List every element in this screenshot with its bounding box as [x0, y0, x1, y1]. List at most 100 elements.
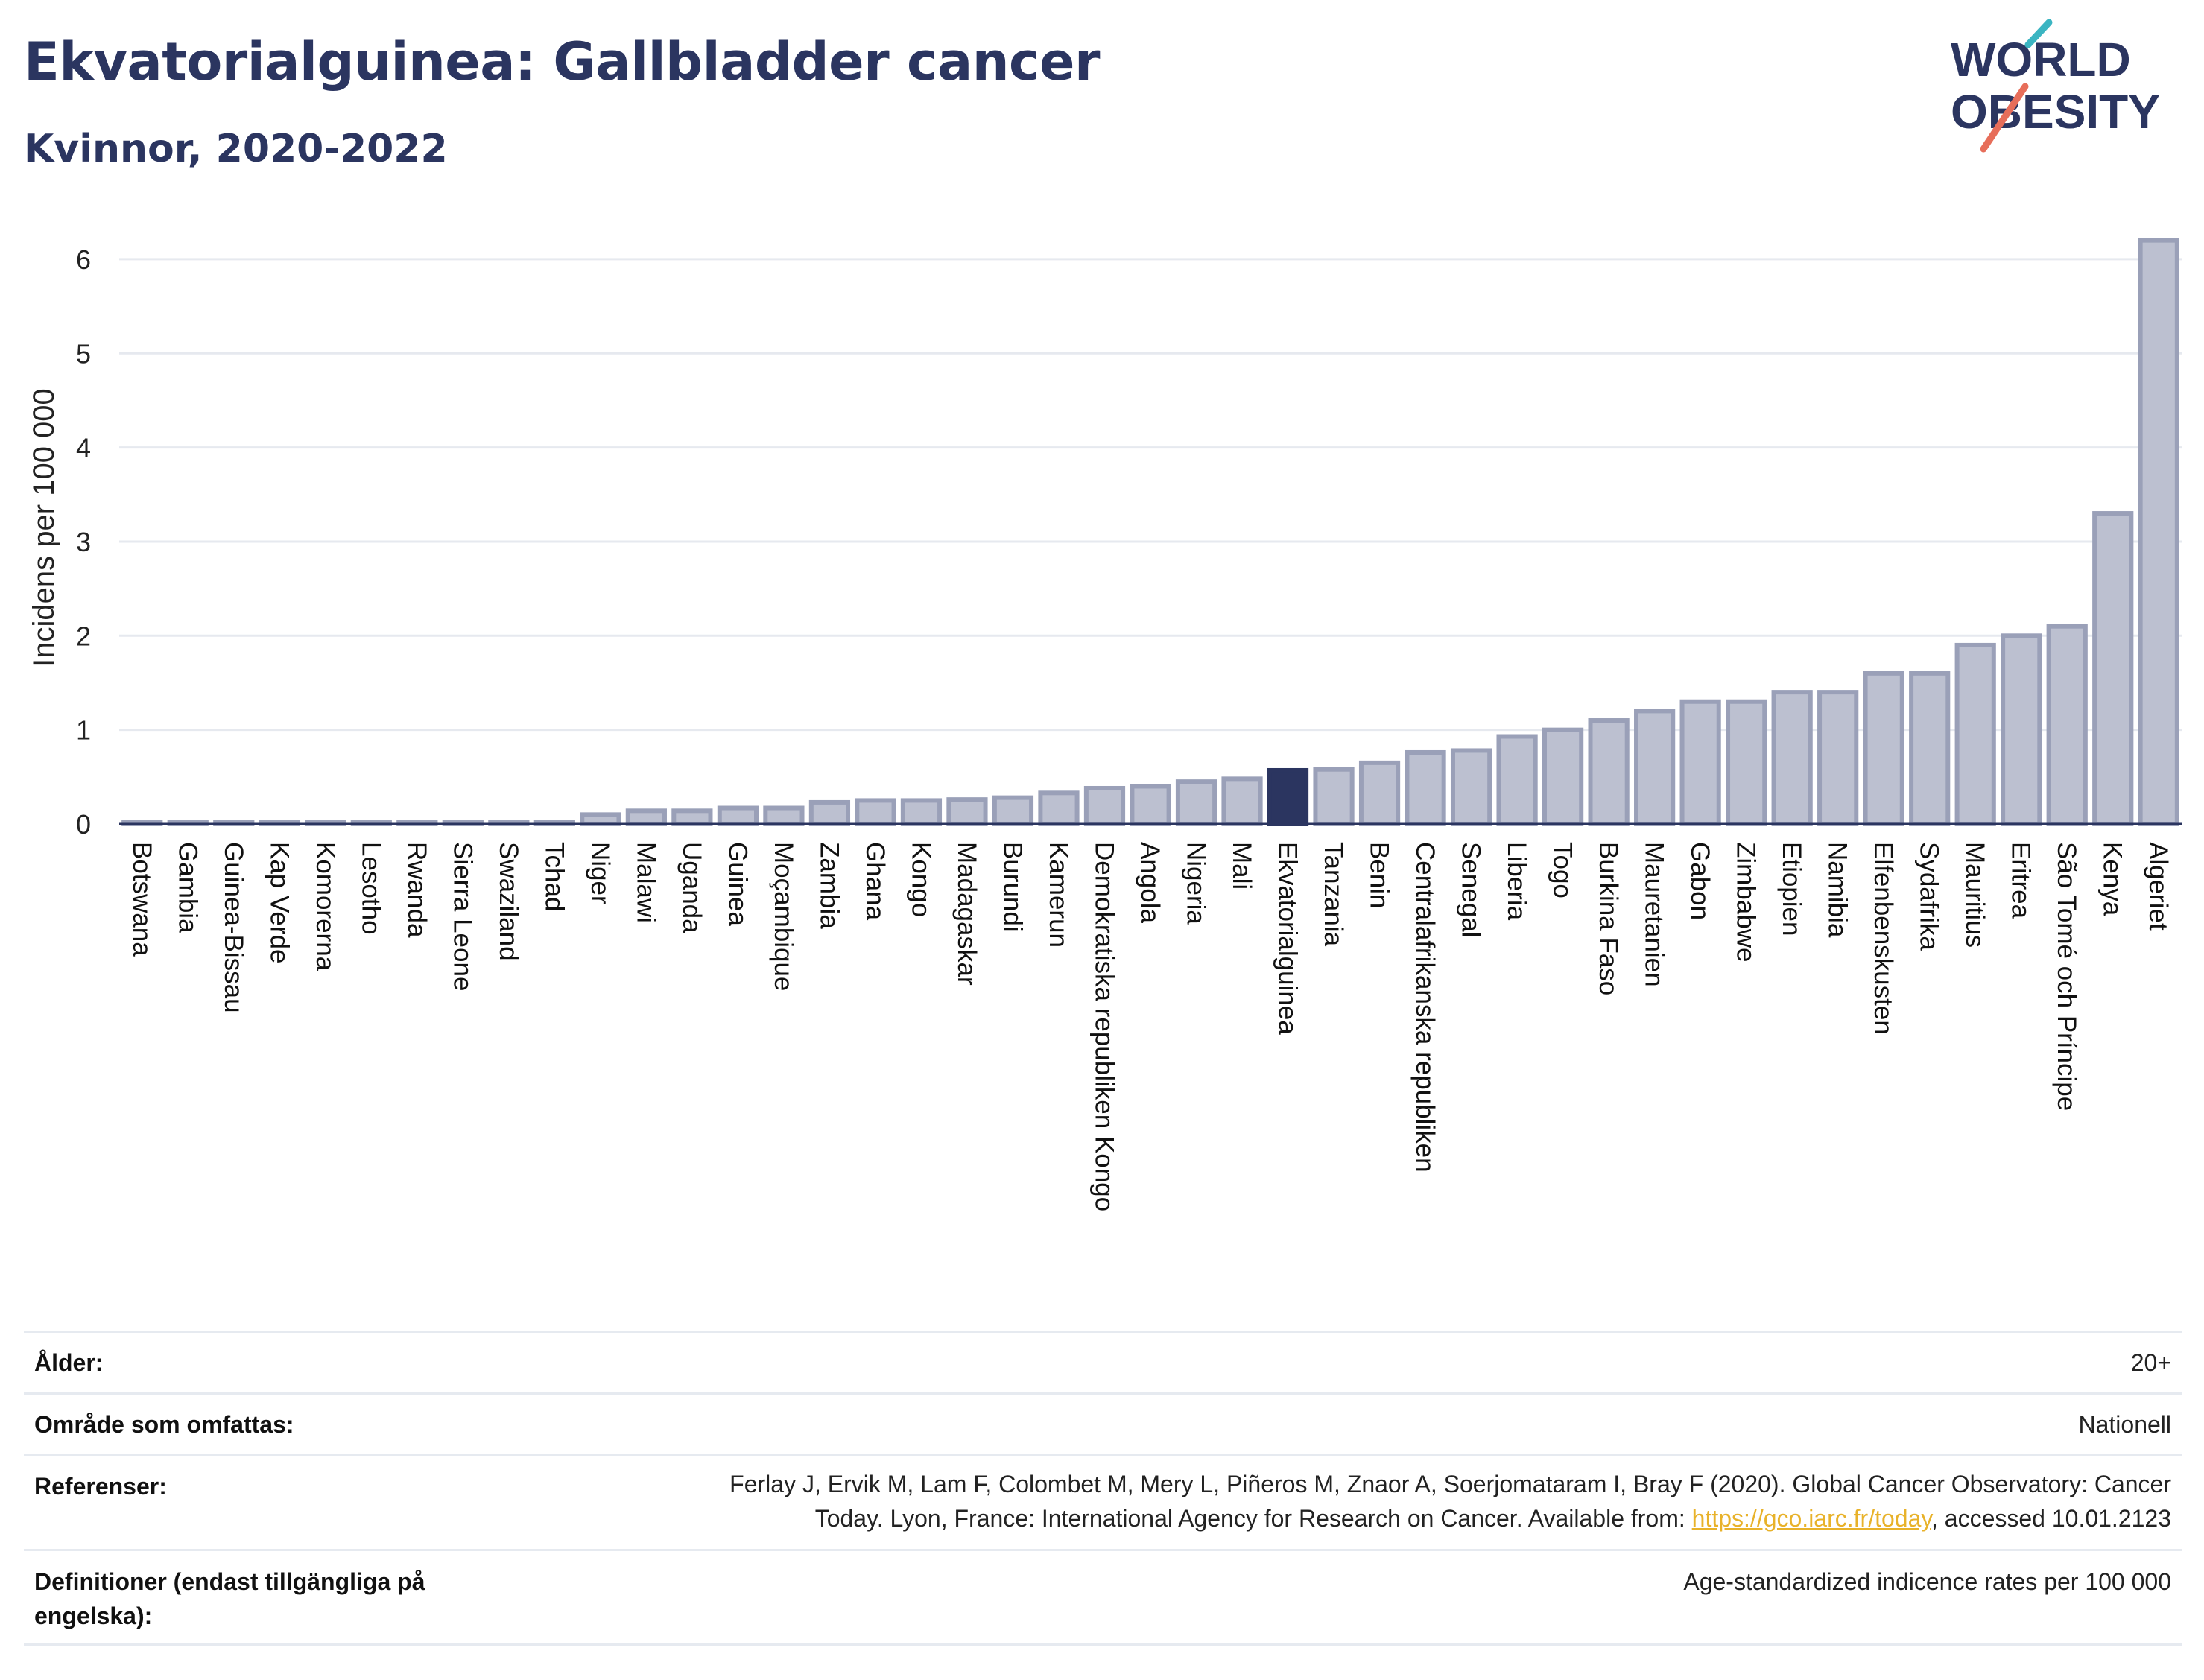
chart-subtitle: Kvinnor, 2020-2022 — [24, 127, 448, 171]
y-tick-label-5: 5 — [76, 338, 91, 369]
x-tick-label-15: Zambia — [814, 842, 843, 929]
bar-21 — [1083, 785, 1126, 827]
x-tick-label-28: Centralafrikanska republiken — [1410, 842, 1440, 1173]
x-tick-label-8: Swaziland — [494, 842, 523, 961]
bar-27 — [1358, 760, 1401, 826]
reference-line2-post: , accessed 10.01.2123 — [1931, 1505, 2171, 1532]
info-row-age: Ålder: 20+ — [24, 1331, 2182, 1392]
x-tick-label-36: Etiopien — [1777, 842, 1806, 936]
reference-link[interactable]: https://gco.iarc.fr/today — [1691, 1505, 1931, 1532]
info-value-age: 20+ — [2130, 1349, 2171, 1376]
x-tick-label-37: Namibia — [1823, 842, 1852, 938]
x-tick-label-25: Ekvatorialguinea — [1273, 842, 1302, 1035]
info-value-references: Ferlay J, Ervik M, Lam F, Colombet M, Me… — [729, 1467, 2171, 1535]
y-tick-label-2: 2 — [76, 621, 91, 651]
x-tick-label-20: Kamerun — [1044, 842, 1073, 948]
world-obesity-logo: WORLD OBESITY — [1951, 19, 2160, 153]
bar-17 — [900, 798, 943, 827]
x-tick-label-29: Senegal — [1457, 842, 1486, 937]
bar-30 — [1496, 734, 1538, 826]
bar-26 — [1313, 767, 1355, 826]
y-tick-label-4: 4 — [76, 433, 91, 463]
x-tick-label-9: Tchad — [539, 842, 569, 911]
info-row-area: Område som omfattas: Nationell — [24, 1392, 2182, 1454]
bar-15 — [808, 799, 851, 827]
info-row-definitions: Definitioner (endast tillgängliga på eng… — [24, 1549, 2182, 1646]
bar-18 — [946, 797, 988, 826]
logo-slash-teal — [2024, 19, 2053, 48]
x-tick-label-4: Komorerna — [311, 842, 340, 971]
bar-44 — [2138, 238, 2179, 826]
logo-line1: WORLD — [1951, 33, 2131, 86]
reference-line2-pre: Today. Lyon, France: International Agenc… — [814, 1505, 1692, 1532]
x-tick-label-21: Demokratiska republiken Kongo — [1089, 842, 1118, 1211]
bar-16 — [855, 798, 896, 827]
bar-14 — [763, 805, 805, 826]
bar-10 — [580, 812, 621, 827]
x-tick-label-27: Benin — [1365, 842, 1394, 909]
x-tick-label-41: Eritrea — [2007, 842, 2036, 919]
bar-36 — [1771, 690, 1813, 826]
x-tick-label-44: Algeriet — [2144, 842, 2173, 931]
x-tick-label-6: Rwanda — [402, 842, 431, 938]
bar-31 — [1542, 727, 1584, 827]
bar-41 — [2001, 633, 2042, 826]
bar-11 — [625, 808, 667, 827]
bar-chart: 0 1 2 3 4 5 6 Incidens per 100 000 Botswana Gambi… — [28, 238, 2182, 1211]
info-table: Ålder: 20+ Område som omfattas: Nationel… — [24, 1331, 2182, 1646]
x-tick-label-34: Gabon — [1685, 842, 1714, 920]
y-tick-label-1: 1 — [76, 715, 91, 746]
x-tick-label-24: Mali — [1227, 842, 1256, 890]
info-label-definitions: Definitioner (endast tillgängliga på eng… — [34, 1565, 425, 1633]
info-label-area: Område som omfattas: — [34, 1411, 294, 1438]
x-tick-label-39: Sydafrika — [1915, 842, 1944, 951]
x-tick-label-40: Mauritius — [1960, 842, 1989, 948]
x-tick-label-42: São Tomé och Príncipe — [2052, 842, 2081, 1111]
x-tick-label-1: Gambia — [173, 842, 202, 933]
bar-33 — [1634, 709, 1676, 827]
y-tick-label-3: 3 — [76, 527, 91, 557]
y-tick-label-0: 0 — [76, 809, 91, 840]
bar-34 — [1679, 699, 1721, 826]
definitions-label-line2: engelska): — [34, 1603, 153, 1629]
bar-42 — [2046, 624, 2088, 827]
bar-43 — [2092, 511, 2134, 826]
x-tick-label-33: Mauretanien — [1640, 842, 1669, 987]
x-tick-label-11: Malawi — [631, 842, 660, 923]
x-tick-label-32: Burkina Faso — [1594, 842, 1623, 995]
x-tick-label-23: Nigeria — [1182, 842, 1211, 925]
info-value-area: Nationell — [2078, 1411, 2171, 1438]
bar-24 — [1221, 776, 1263, 827]
x-tick-label-30: Liberia — [1502, 842, 1531, 921]
bar-39 — [1909, 671, 1951, 826]
bar-28 — [1405, 749, 1446, 827]
x-tick-label-22: Angola — [1136, 842, 1165, 924]
reference-line1: Ferlay J, Ervik M, Lam F, Colombet M, Me… — [729, 1471, 2171, 1497]
bar-29 — [1450, 748, 1492, 827]
x-tick-label-10: Niger — [586, 842, 615, 904]
definitions-label-line1: Definitioner (endast tillgängliga på — [34, 1568, 425, 1595]
x-tick-label-12: Uganda — [677, 842, 706, 933]
bar-22 — [1130, 784, 1171, 827]
x-tick-label-17: Kongo — [906, 842, 935, 917]
x-tick-label-31: Togo — [1548, 842, 1577, 898]
x-tick-label-5: Lesotho — [356, 842, 385, 935]
logo-line2: OBESITY — [1951, 85, 2160, 139]
x-tick-label-26: Tanzania — [1319, 842, 1348, 947]
bar-40 — [1954, 642, 1996, 827]
x-tick-label-7: Sierra Leone — [448, 842, 477, 991]
chart-title: Ekvatorialguinea: Gallbladder cancer — [24, 31, 1101, 92]
info-row-references: Referenser: Ferlay J, Ervik M, Lam F, Co… — [24, 1454, 2182, 1549]
y-axis-label: Incidens per 100 000 — [28, 388, 60, 667]
x-tick-label-2: Guinea-Bissau — [219, 842, 248, 1013]
x-tick-label-19: Burundi — [998, 842, 1027, 932]
x-tick-label-16: Ghana — [861, 842, 890, 921]
bar-13 — [717, 805, 759, 826]
bar-25 — [1267, 767, 1309, 827]
bar-12 — [671, 808, 713, 827]
x-tick-label-38: Elfenbenskusten — [1869, 842, 1898, 1035]
info-value-definitions: Age-standardized indicence rates per 100… — [1683, 1568, 2171, 1595]
bar-38 — [1863, 671, 1904, 826]
y-tick-label-6: 6 — [76, 244, 91, 275]
x-tick-label-3: Kap Verde — [265, 842, 294, 963]
